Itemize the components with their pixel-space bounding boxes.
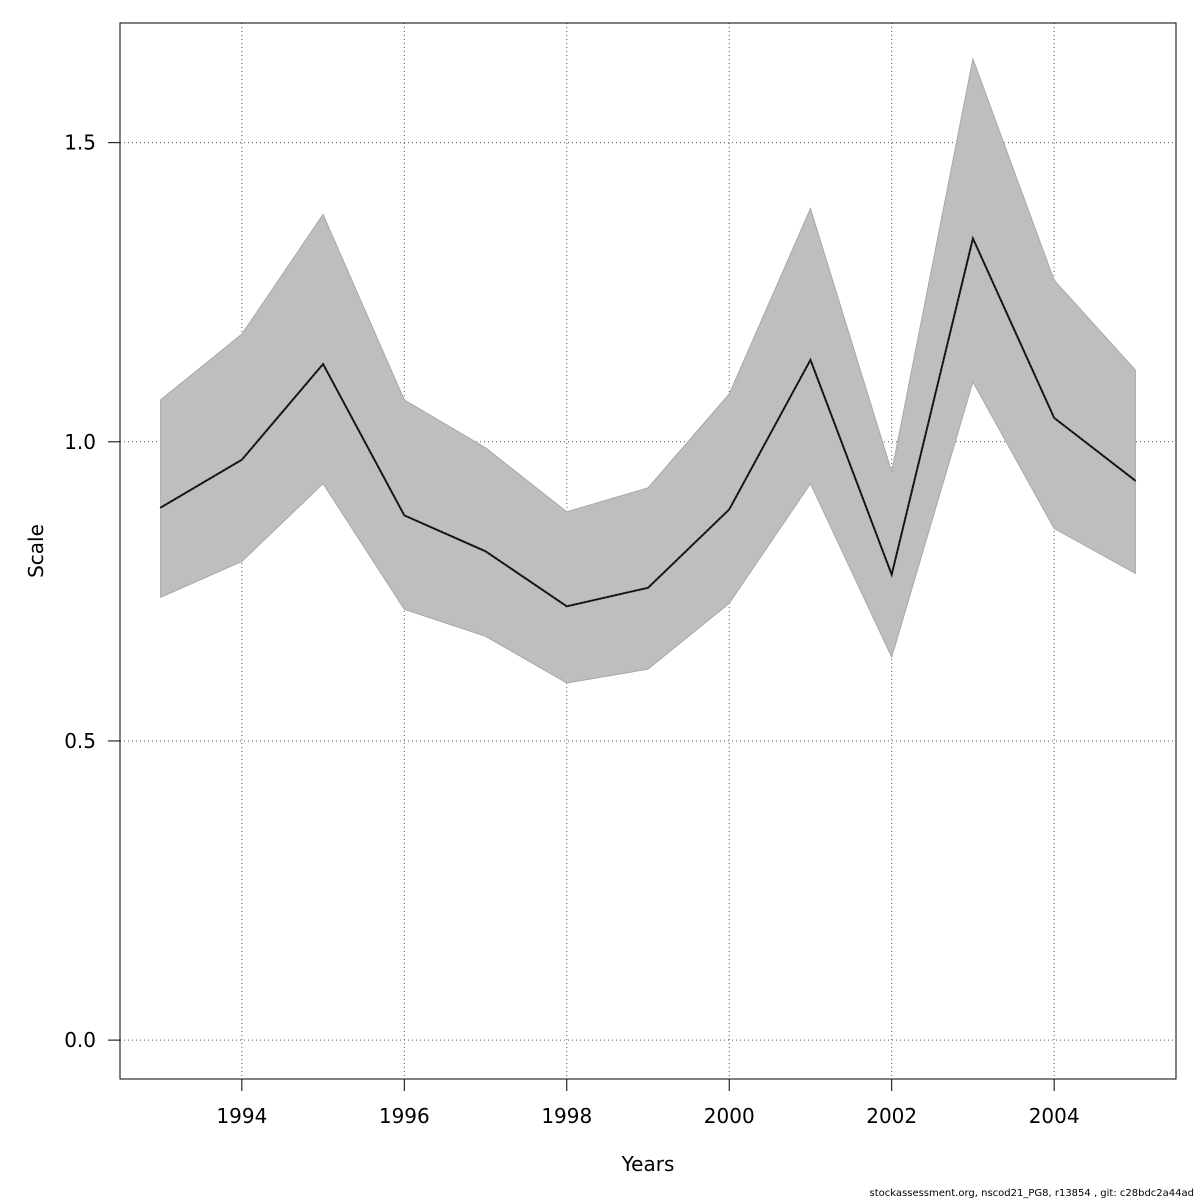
y-axis: 0.0 0.5 1.0 1.5 xyxy=(64,131,120,1052)
x-tick-label: 1994 xyxy=(216,1104,267,1128)
y-tick-label: 0.0 xyxy=(64,1028,96,1052)
x-axis-title: Years xyxy=(621,1152,675,1176)
x-tick-label: 1998 xyxy=(541,1104,592,1128)
data-point xyxy=(322,363,324,365)
data-point xyxy=(484,550,487,553)
data-point xyxy=(809,359,812,361)
confidence-band-area xyxy=(160,57,1136,684)
confidence-band xyxy=(160,57,1136,684)
data-point xyxy=(565,605,568,608)
data-point xyxy=(159,506,162,509)
data-point xyxy=(1134,479,1137,482)
data-point xyxy=(728,508,731,511)
footer-credit: stockassessment.org, nscod21_PG8, r13854… xyxy=(869,1188,1194,1199)
data-point xyxy=(647,586,649,589)
x-tick-label: 1996 xyxy=(379,1104,430,1128)
data-point xyxy=(972,237,974,240)
y-tick-label: 0.5 xyxy=(64,729,96,753)
y-axis-title: Scale xyxy=(24,524,48,578)
data-point xyxy=(403,514,406,517)
x-tick-label: 2004 xyxy=(1029,1104,1080,1128)
x-axis: 1994 1996 1998 2000 2002 2004 xyxy=(216,1079,1080,1128)
y-tick-label: 1.5 xyxy=(64,131,96,155)
estimate-line xyxy=(159,235,1137,608)
data-point xyxy=(1053,417,1055,419)
y-tick-label: 1.0 xyxy=(64,430,96,454)
data-point xyxy=(241,458,243,461)
x-tick-label: 2002 xyxy=(866,1104,917,1128)
data-point xyxy=(890,573,893,576)
plot-frame xyxy=(119,22,1177,1080)
x-tick-label: 2000 xyxy=(704,1104,755,1128)
